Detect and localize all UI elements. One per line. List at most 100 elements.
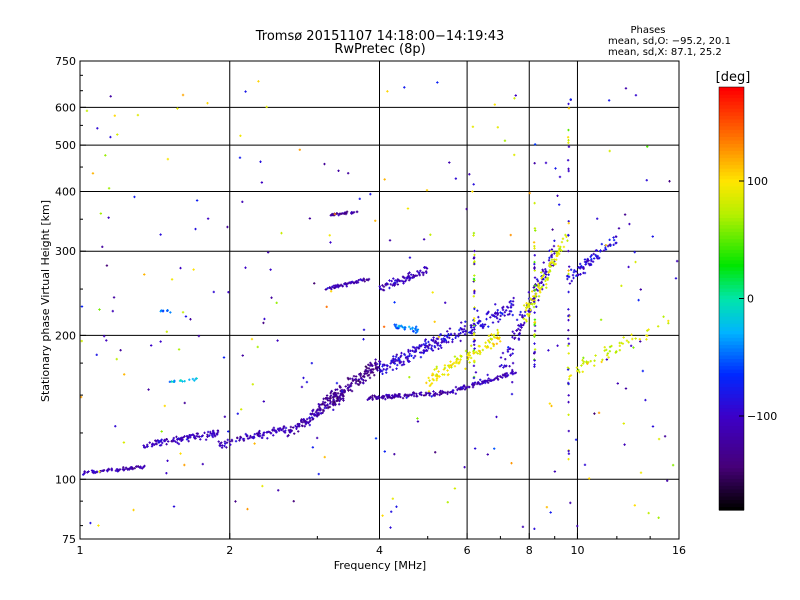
data-point (622, 422, 625, 425)
data-point (162, 439, 166, 443)
data-point (506, 374, 509, 378)
data-point (509, 306, 513, 309)
data-point (567, 308, 570, 311)
data-point (220, 446, 224, 449)
data-point (533, 527, 536, 531)
data-point (323, 401, 327, 404)
data-point (439, 344, 442, 347)
data-point (344, 385, 347, 388)
data-point (238, 439, 241, 442)
data-point (511, 380, 514, 384)
colorbar-segment (719, 192, 744, 197)
data-point (599, 250, 602, 253)
data-point (234, 440, 238, 443)
data-point (368, 364, 372, 367)
data-point (523, 310, 527, 314)
data-point (462, 330, 465, 333)
colorbar-segment (719, 506, 744, 511)
data-point (333, 391, 337, 395)
data-point (511, 368, 514, 372)
data-point (522, 323, 525, 327)
data-point (470, 344, 473, 347)
axis-ticks: 1 2 4 6 8 10 16 750 600 500 400 300 200 100 75 (55, 55, 686, 557)
data-point (381, 372, 384, 376)
data-point (80, 339, 83, 343)
colorbar-segment (719, 372, 744, 377)
data-point (277, 428, 280, 431)
data-point (324, 397, 327, 400)
data-point (641, 369, 645, 373)
data-point (412, 273, 415, 277)
data-point (566, 368, 570, 371)
data-point (85, 109, 89, 113)
colorbar-segment (719, 238, 744, 243)
data-point (427, 347, 430, 350)
data-point (567, 290, 570, 294)
data-point (532, 305, 536, 309)
data-point (337, 284, 341, 288)
data-point (183, 435, 186, 438)
data-point (582, 356, 585, 360)
data-point (533, 333, 536, 336)
data-point (403, 280, 407, 283)
data-point (569, 374, 573, 377)
data-point (547, 349, 550, 352)
data-point (540, 285, 544, 288)
data-point (165, 437, 168, 441)
data-point (260, 181, 264, 184)
data-point (391, 368, 395, 372)
data-point (644, 398, 647, 402)
data-point (600, 360, 603, 364)
data-point (567, 233, 570, 237)
data-point (122, 469, 125, 472)
data-point (407, 359, 410, 363)
data-point (578, 262, 582, 266)
data-point (223, 444, 226, 448)
data-point (376, 397, 379, 400)
data-point (332, 284, 336, 287)
data-point (430, 347, 433, 351)
data-point (400, 351, 403, 355)
data-point (256, 433, 260, 436)
data-point (501, 351, 505, 355)
data-point (487, 377, 490, 380)
data-point (501, 306, 504, 310)
data-point (403, 353, 407, 357)
data-point (408, 256, 412, 259)
data-point (381, 284, 384, 287)
data-point (567, 269, 570, 272)
data-point (298, 148, 302, 151)
data-point (535, 305, 538, 308)
data-point (372, 368, 375, 371)
data-point (407, 272, 410, 275)
data-point (663, 435, 667, 438)
data-point (567, 342, 571, 345)
data-point (463, 388, 467, 391)
data-point (473, 249, 476, 253)
data-point (244, 90, 247, 93)
data-point (608, 243, 611, 247)
data-point (369, 396, 372, 399)
colorbar-segment (719, 122, 744, 127)
y-tick-label: 75 (62, 533, 76, 546)
data-point (146, 445, 149, 448)
data-point (431, 372, 434, 375)
data-point (262, 321, 265, 325)
data-point (554, 167, 557, 170)
data-point (565, 235, 568, 238)
data-point (429, 383, 432, 387)
data-point (305, 417, 309, 421)
data-point (382, 285, 386, 288)
data-point (499, 375, 503, 379)
data-point (102, 334, 106, 338)
data-point (432, 378, 435, 382)
data-point (584, 263, 587, 266)
data-point (546, 276, 550, 280)
data-point (427, 340, 430, 344)
colorbar-segment (719, 376, 744, 381)
data-point (548, 270, 552, 273)
data-point (550, 404, 553, 408)
data-point (518, 331, 521, 335)
data-point (544, 279, 547, 283)
colorbar-label: [deg] (716, 70, 751, 85)
